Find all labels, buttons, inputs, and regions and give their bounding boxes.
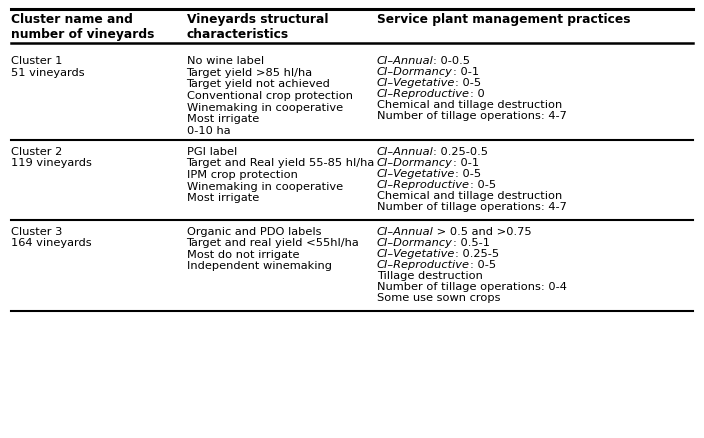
Text: : 0.5-1: : 0.5-1 [453,238,489,247]
Text: Cluster 3
164 vineyards: Cluster 3 164 vineyards [11,226,92,248]
Text: Tillage destruction: Tillage destruction [377,271,482,281]
Text: : 0-1: : 0-1 [453,67,479,77]
Text: : 0-5: : 0-5 [455,169,481,179]
Text: CI–Vegetative: CI–Vegetative [377,169,455,179]
Text: CI–Dormancy: CI–Dormancy [377,67,453,77]
Text: Number of tillage operations: 0-4: Number of tillage operations: 0-4 [377,282,567,292]
Text: Cluster name and
number of vineyards: Cluster name and number of vineyards [11,13,154,41]
Text: Number of tillage operations: 4-7: Number of tillage operations: 4-7 [377,112,567,121]
Text: No wine label
Target yield >85 hl/ha
Target yield not achieved
Conventional crop: No wine label Target yield >85 hl/ha Tar… [187,56,353,136]
Text: : 0-0.5: : 0-0.5 [434,56,470,66]
Text: CI–Reproductive: CI–Reproductive [377,260,470,270]
Text: CI–Reproductive: CI–Reproductive [377,89,470,99]
Text: : 0-5: : 0-5 [470,260,496,270]
Text: CI–Vegetative: CI–Vegetative [377,78,455,88]
Text: : 0: : 0 [470,89,484,99]
Text: CI–Annual: CI–Annual [377,226,434,237]
Text: : 0-1: : 0-1 [453,158,479,168]
Text: Chemical and tillage destruction: Chemical and tillage destruction [377,191,562,201]
Text: : 0-5: : 0-5 [470,180,496,190]
Text: CI–Annual: CI–Annual [377,147,434,157]
Text: Organic and PDO labels
Target and real yield <55hl/ha
Most do not irrigate
Indep: Organic and PDO labels Target and real y… [187,226,359,272]
Text: CI–Dormancy: CI–Dormancy [377,238,453,247]
Text: Service plant management practices: Service plant management practices [377,13,630,26]
Text: CI–Vegetative: CI–Vegetative [377,249,455,259]
Text: Chemical and tillage destruction: Chemical and tillage destruction [377,100,562,110]
Text: : 0.25-0.5: : 0.25-0.5 [434,147,489,157]
Text: : 0-5: : 0-5 [455,78,481,88]
Text: Some use sown crops: Some use sown crops [377,293,500,303]
Text: Cluster 1
51 vineyards: Cluster 1 51 vineyards [11,56,84,78]
Text: CI–Reproductive: CI–Reproductive [377,180,470,190]
Text: CI–Annual: CI–Annual [377,56,434,66]
Text: Cluster 2
119 vineyards: Cluster 2 119 vineyards [11,147,92,169]
Text: : 0.25-5: : 0.25-5 [455,249,499,259]
Text: > 0.5 and >0.75: > 0.5 and >0.75 [434,226,532,237]
Text: Vineyards structural
characteristics: Vineyards structural characteristics [187,13,328,41]
Text: PGI label
Target and Real yield 55-85 hl/ha
IPM crop protection
Winemaking in co: PGI label Target and Real yield 55-85 hl… [187,147,375,203]
Text: Number of tillage operations: 4-7: Number of tillage operations: 4-7 [377,202,567,212]
Text: CI–Dormancy: CI–Dormancy [377,158,453,168]
